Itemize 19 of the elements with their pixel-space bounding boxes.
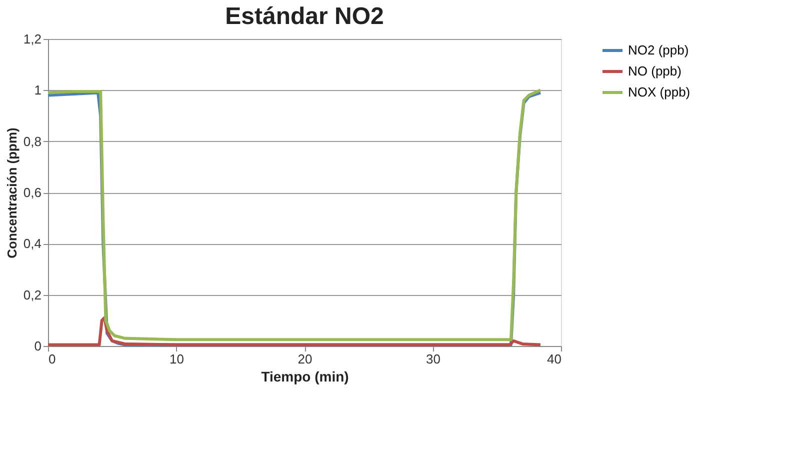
chart-title: Estándar NO2 — [225, 3, 384, 30]
x-tick-label: 10 — [170, 352, 184, 366]
line-series — [46, 316, 542, 346]
x-tick-label: 30 — [426, 352, 440, 366]
y-tick-label: 0 — [34, 338, 42, 354]
x-axis-title: Tiempo (min) — [261, 368, 349, 384]
y-axis-title: Concentración (ppm) — [4, 128, 20, 258]
y-tick-label: 0,4 — [23, 236, 42, 252]
x-tick-label: 0 — [48, 352, 56, 366]
legend-label: NO2 (ppb) — [628, 42, 689, 58]
x-tick-label: 40 — [547, 352, 562, 366]
y-tick-label: 0,8 — [23, 134, 42, 149]
y-tick-label: 0,6 — [23, 185, 42, 200]
y-tick-label: 0,2 — [23, 287, 42, 302]
legend-label: NO (ppb) — [628, 64, 682, 78]
y-tick-label: 1,2 — [23, 32, 42, 46]
legend-label: NOX (ppb) — [628, 84, 690, 100]
y-tick-label: 1 — [34, 82, 42, 98]
x-tick-label: 20 — [298, 352, 312, 366]
